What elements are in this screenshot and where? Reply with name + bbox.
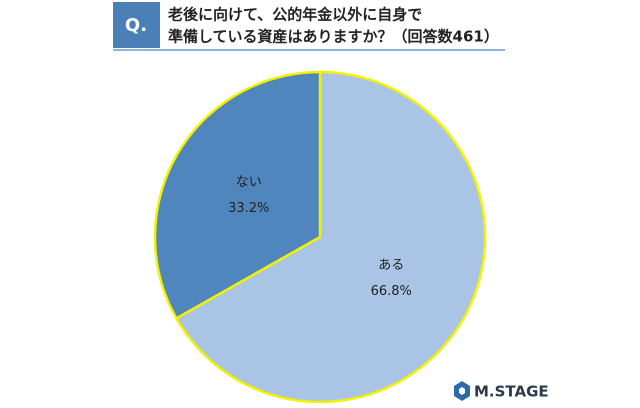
badge-text: Q. — [125, 15, 147, 36]
chart-title: 準備している資産はありますか？（回答数461） — [168, 28, 499, 46]
value-label: 66.8% — [371, 284, 412, 299]
slice-label: ある — [378, 258, 404, 273]
slice-label: ない — [236, 175, 262, 190]
logo: M.STAGE — [454, 381, 549, 401]
chart-title: 老後に向けて、公的年金以外に自身で — [167, 6, 422, 24]
logo-text: M.STAGE — [474, 383, 549, 401]
badge-box — [113, 2, 160, 48]
pie-slice — [153, 70, 322, 321]
pie-slice — [174, 70, 487, 404]
logo-icon — [459, 387, 465, 395]
value-label: 33.2% — [228, 201, 269, 216]
